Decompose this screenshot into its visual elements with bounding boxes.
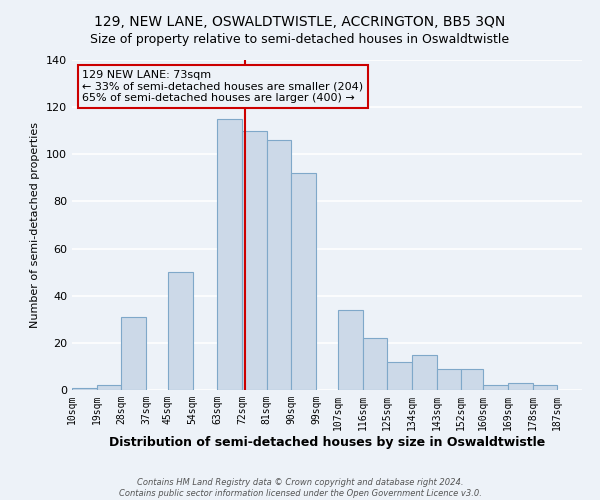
Y-axis label: Number of semi-detached properties: Number of semi-detached properties — [31, 122, 40, 328]
X-axis label: Distribution of semi-detached houses by size in Oswaldtwistle: Distribution of semi-detached houses by … — [109, 436, 545, 448]
Bar — [483, 386, 508, 390]
Bar — [72, 388, 97, 390]
Bar — [508, 383, 533, 390]
Bar — [217, 119, 242, 390]
Bar — [437, 369, 461, 390]
Bar — [266, 140, 292, 390]
Bar — [461, 369, 483, 390]
Bar — [338, 310, 362, 390]
Bar — [121, 317, 146, 390]
Bar — [362, 338, 388, 390]
Text: 129, NEW LANE, OSWALDTWISTLE, ACCRINGTON, BB5 3QN: 129, NEW LANE, OSWALDTWISTLE, ACCRINGTON… — [94, 15, 506, 29]
Bar — [242, 130, 266, 390]
Bar — [292, 173, 316, 390]
Bar — [168, 272, 193, 390]
Bar — [97, 386, 121, 390]
Bar — [412, 354, 437, 390]
Text: Contains HM Land Registry data © Crown copyright and database right 2024.
Contai: Contains HM Land Registry data © Crown c… — [119, 478, 481, 498]
Text: 129 NEW LANE: 73sqm
← 33% of semi-detached houses are smaller (204)
65% of semi-: 129 NEW LANE: 73sqm ← 33% of semi-detach… — [82, 70, 364, 103]
Text: Size of property relative to semi-detached houses in Oswaldtwistle: Size of property relative to semi-detach… — [91, 32, 509, 46]
Bar — [533, 386, 557, 390]
Bar — [388, 362, 412, 390]
